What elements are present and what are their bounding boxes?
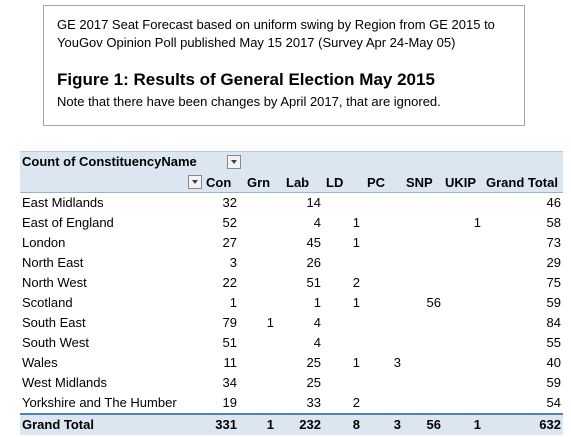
row-label: East Midlands <box>22 195 104 210</box>
table-cell: 4 <box>313 215 321 230</box>
table-row: East Midlands 32 14 46 <box>20 193 563 213</box>
column-header: PC <box>367 175 386 190</box>
pivot-body: East Midlands 32 14 46 East of England 52 4 1 1 5… <box>20 193 563 413</box>
row-label: South West <box>22 335 89 350</box>
table-cell: 1 <box>352 215 360 230</box>
table-cell: 2 <box>352 395 360 410</box>
note-line-1: GE 2017 Seat Forecast based on uniform s… <box>57 17 495 32</box>
table-cell: 3 <box>229 255 237 270</box>
row-label: East of England <box>22 215 114 230</box>
total-cell: 8 <box>352 417 360 432</box>
table-cell: 59 <box>546 375 561 390</box>
table-cell: 40 <box>546 355 561 370</box>
table-row: West Midlands 34 25 59 <box>20 373 563 393</box>
total-cell: 232 <box>299 417 321 432</box>
row-label: Scotland <box>22 295 73 310</box>
table-row: North West 22 51 2 75 <box>20 273 563 293</box>
forecast-note-box: GE 2017 Seat Forecast based on uniform s… <box>43 5 525 126</box>
table-cell: 45 <box>306 235 321 250</box>
table-cell: 46 <box>546 195 561 210</box>
table-row: Yorkshire and The Humber 19 33 2 54 <box>20 393 563 413</box>
table-cell: 1 <box>266 315 274 330</box>
table-cell: 14 <box>306 195 321 210</box>
table-cell: 19 <box>222 395 237 410</box>
row-label: London <box>22 235 66 250</box>
column-filter-dropdown-icon[interactable] <box>227 155 241 169</box>
table-cell: 4 <box>313 315 321 330</box>
total-cell: 632 <box>539 417 561 432</box>
table-cell: 34 <box>222 375 237 390</box>
table-cell: 1 <box>352 295 360 310</box>
pivot-value-header: Count of ConstituencyName <box>20 151 563 172</box>
table-cell: 1 <box>229 295 237 310</box>
grand-total-row: Grand Total 331 1 232 8 3 56 1 632 <box>20 413 563 435</box>
table-cell: 25 <box>306 355 321 370</box>
table-row: London 27 45 1 73 <box>20 233 563 253</box>
table-cell: 1 <box>473 215 481 230</box>
row-label: West Midlands <box>22 375 108 390</box>
column-header: Con <box>206 175 232 190</box>
total-cell: 331 <box>215 417 237 432</box>
table-cell: 52 <box>222 215 237 230</box>
row-label: North East <box>22 255 84 270</box>
table-cell: 2 <box>352 275 360 290</box>
table-row: Scotland 1 1 1 56 59 <box>20 293 563 313</box>
figure-title: Figure 1: Results of General Election Ma… <box>57 70 435 89</box>
table-row: South East 79 1 4 84 <box>20 313 563 333</box>
table-cell: 3 <box>393 355 401 370</box>
table-cell: 32 <box>222 195 237 210</box>
column-header: SNP <box>406 175 433 190</box>
table-cell: 55 <box>546 335 561 350</box>
table-cell: 29 <box>546 255 561 270</box>
pivot-table: Count of ConstituencyName Con Grn Lab LD… <box>20 151 563 435</box>
row-label: South East <box>22 315 86 330</box>
grand-total-label: Grand Total <box>22 417 94 432</box>
total-cell: 3 <box>393 417 401 432</box>
total-cell: 56 <box>426 417 441 432</box>
note-line-2: YouGov Opinion Poll published May 15 201… <box>57 35 456 50</box>
column-header: UKIP <box>445 175 477 190</box>
table-row: East of England 52 4 1 1 58 <box>20 213 563 233</box>
pivot-title: Count of ConstituencyName <box>22 154 197 169</box>
column-header: Grand Total <box>486 175 558 190</box>
row-filter-dropdown-icon[interactable] <box>188 175 202 189</box>
table-cell: 79 <box>222 315 237 330</box>
figure-subtitle: Note that there have been changes by Apr… <box>57 94 441 109</box>
column-header: Lab <box>286 175 310 190</box>
table-cell: 56 <box>426 295 441 310</box>
table-row: South West 51 4 55 <box>20 333 563 353</box>
table-cell: 58 <box>546 215 561 230</box>
table-cell: 26 <box>306 255 321 270</box>
row-label: North West <box>22 275 87 290</box>
table-cell: 1 <box>352 355 360 370</box>
column-header: Grn <box>247 175 271 190</box>
row-label: Yorkshire and The Humber <box>22 395 177 410</box>
table-cell: 73 <box>546 235 561 250</box>
row-label: Wales <box>22 355 58 370</box>
table-cell: 54 <box>546 395 561 410</box>
table-cell: 51 <box>222 335 237 350</box>
table-cell: 11 <box>223 355 238 370</box>
table-cell: 1 <box>313 295 321 310</box>
table-cell: 59 <box>546 295 561 310</box>
table-cell: 1 <box>352 235 360 250</box>
table-cell: 4 <box>313 335 321 350</box>
column-header: LD <box>326 175 344 190</box>
table-cell: 25 <box>306 375 321 390</box>
total-cell: 1 <box>473 417 481 432</box>
table-cell: 84 <box>546 315 561 330</box>
table-cell: 27 <box>222 235 237 250</box>
table-row: Wales 11 25 1 3 40 <box>20 353 563 373</box>
total-cell: 1 <box>266 417 274 432</box>
table-cell: 51 <box>306 275 321 290</box>
table-cell: 75 <box>546 275 561 290</box>
table-cell: 33 <box>306 395 321 410</box>
pivot-column-header-row: Con Grn Lab LD PC SNP UKIP Grand Total <box>20 172 563 193</box>
table-cell: 22 <box>222 275 237 290</box>
table-row: North East 3 26 29 <box>20 253 563 273</box>
